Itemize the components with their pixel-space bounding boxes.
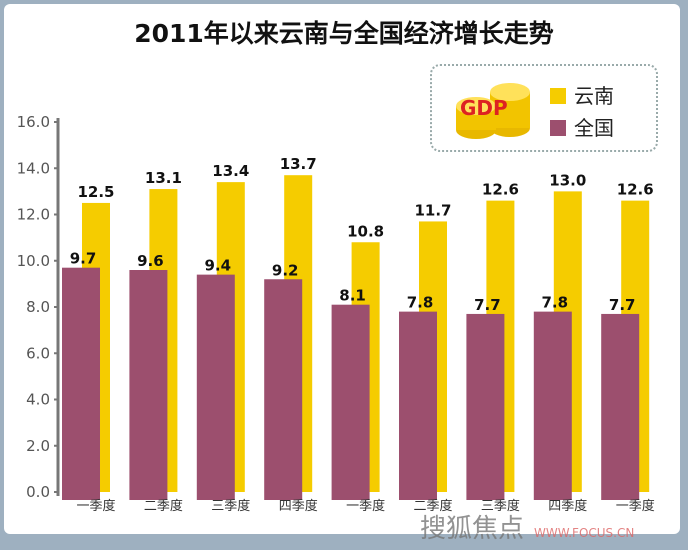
x-tick-label: 四季度 bbox=[279, 498, 318, 514]
data-label-yunnan: 13.4 bbox=[212, 162, 249, 180]
bar-national bbox=[264, 279, 303, 500]
y-tick-label: 16.0 bbox=[17, 113, 50, 131]
x-tick-label: 一季度 bbox=[616, 498, 655, 514]
x-tick-label: 三季度 bbox=[481, 498, 520, 514]
data-label-national: 8.1 bbox=[339, 287, 366, 305]
y-tick-label: 10.0 bbox=[17, 252, 50, 270]
data-label-yunnan: 13.7 bbox=[280, 155, 317, 173]
watermark: 搜狐焦点 WWW.FOCUS.CN bbox=[420, 514, 634, 544]
data-label-national: 7.7 bbox=[609, 296, 636, 314]
data-label-national: 7.7 bbox=[474, 296, 501, 314]
data-label-national: 9.7 bbox=[70, 250, 97, 268]
legend-item-yunnan: 云南 bbox=[550, 80, 614, 109]
gdp-coins-icon bbox=[456, 83, 530, 139]
bar-national bbox=[129, 270, 168, 500]
x-tick-label: 一季度 bbox=[76, 498, 115, 514]
x-tick-label: 一季度 bbox=[346, 498, 385, 514]
data-label-yunnan: 12.6 bbox=[617, 181, 654, 199]
y-tick-label: 4.0 bbox=[26, 391, 50, 409]
bar-national bbox=[331, 304, 370, 500]
data-label-yunnan: 11.7 bbox=[414, 201, 451, 219]
legend-item-national: 全国 bbox=[550, 112, 614, 141]
x-tick-label: 三季度 bbox=[211, 498, 250, 514]
x-tick-label: 二季度 bbox=[413, 498, 452, 514]
data-label-yunnan: 10.8 bbox=[347, 222, 384, 240]
data-label-yunnan: 13.0 bbox=[549, 171, 586, 189]
y-tick-label: 14.0 bbox=[17, 159, 50, 177]
y-tick-label: 0.0 bbox=[26, 483, 50, 501]
data-label-national: 7.8 bbox=[407, 294, 434, 312]
bar-national bbox=[533, 311, 572, 500]
data-label-national: 9.2 bbox=[272, 261, 299, 279]
data-label-national: 7.8 bbox=[542, 294, 569, 312]
legend: GDP 云南 全国 bbox=[430, 64, 658, 152]
data-label-yunnan: 13.1 bbox=[145, 169, 182, 187]
legend-swatch bbox=[550, 88, 566, 104]
data-label-national: 9.6 bbox=[137, 252, 164, 270]
bar-national bbox=[466, 313, 505, 500]
data-label-yunnan: 12.5 bbox=[77, 183, 114, 201]
bar-national bbox=[62, 267, 100, 500]
bar-national bbox=[196, 274, 235, 500]
watermark-name: 搜狐焦点 bbox=[420, 514, 525, 544]
gdp-badge: GDP bbox=[460, 96, 508, 120]
data-label-national: 9.4 bbox=[205, 257, 232, 275]
data-label-yunnan: 12.6 bbox=[482, 181, 519, 199]
bar-national bbox=[601, 313, 640, 500]
y-tick-label: 8.0 bbox=[26, 298, 50, 316]
chart-title: 2011年以来云南与全国经济增长走势 bbox=[134, 19, 554, 48]
watermark-url: WWW.FOCUS.CN bbox=[534, 526, 635, 540]
x-tick-label: 四季度 bbox=[548, 498, 587, 514]
bar-national bbox=[399, 311, 437, 500]
x-tick-label: 二季度 bbox=[144, 498, 183, 514]
y-tick-label: 12.0 bbox=[17, 206, 50, 224]
y-tick-label: 6.0 bbox=[26, 344, 50, 362]
y-tick-label: 2.0 bbox=[26, 437, 50, 455]
legend-swatch bbox=[550, 120, 566, 136]
